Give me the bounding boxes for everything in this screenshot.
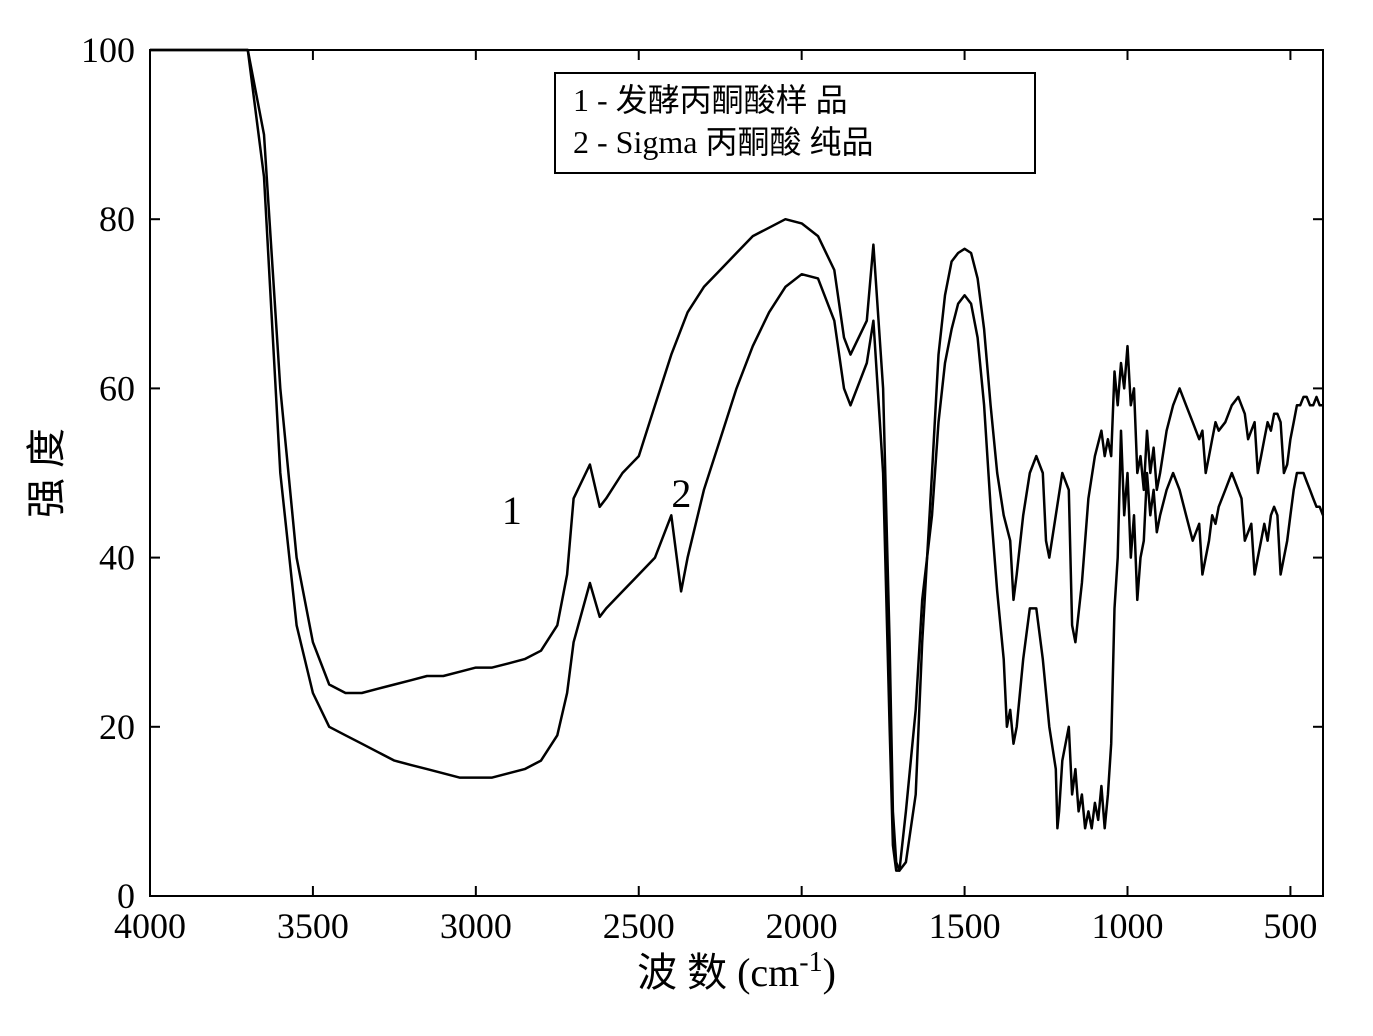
svg-text:2500: 2500 — [603, 906, 675, 946]
svg-text:500: 500 — [1263, 906, 1317, 946]
svg-text:波 数 (cm-1): 波 数 (cm-1) — [637, 947, 836, 995]
svg-text:2000: 2000 — [766, 906, 838, 946]
svg-text:20: 20 — [99, 707, 135, 747]
svg-text:2: 2 — [671, 471, 691, 516]
svg-text:80: 80 — [99, 199, 135, 239]
svg-text:2 - Sigma 丙酮酸 纯品: 2 - Sigma 丙酮酸 纯品 — [573, 124, 873, 160]
ir-spectrum-chart: 4000350030002500200015001000500020406080… — [20, 20, 1353, 1016]
svg-text:0: 0 — [117, 876, 135, 916]
svg-text:3000: 3000 — [440, 906, 512, 946]
chart-svg: 4000350030002500200015001000500020406080… — [20, 20, 1353, 1016]
svg-text:强 度: 强 度 — [24, 428, 69, 518]
svg-text:1000: 1000 — [1092, 906, 1164, 946]
svg-text:1500: 1500 — [929, 906, 1001, 946]
svg-text:100: 100 — [81, 30, 135, 70]
svg-text:60: 60 — [99, 368, 135, 408]
svg-text:1: 1 — [502, 488, 522, 533]
svg-text:1 - 发酵丙酮酸样 品: 1 - 发酵丙酮酸样 品 — [573, 82, 848, 118]
svg-text:40: 40 — [99, 538, 135, 578]
svg-text:3500: 3500 — [277, 906, 349, 946]
